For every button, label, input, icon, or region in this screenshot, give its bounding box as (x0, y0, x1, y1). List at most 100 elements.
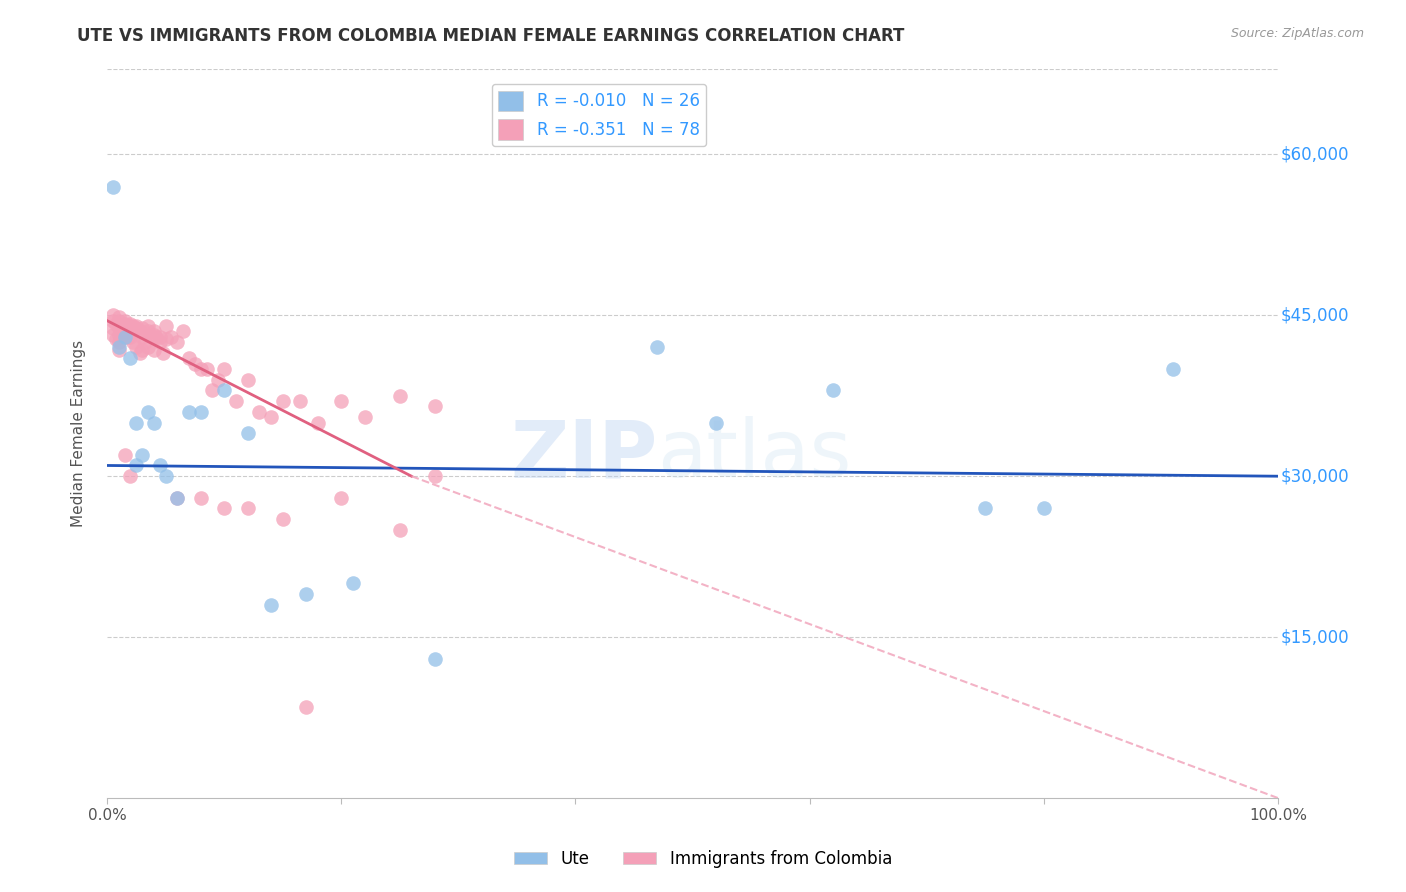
Point (107, 335, 129, 350)
Point (295, 587, 318, 601)
Point (260, 598, 283, 612)
Text: $15,000: $15,000 (1281, 628, 1348, 646)
Point (225, 394, 247, 409)
Point (330, 491, 353, 505)
Point (114, 330, 136, 344)
Point (114, 317, 136, 331)
Point (166, 491, 188, 505)
Point (1161, 362, 1184, 376)
Point (195, 362, 218, 376)
Point (166, 491, 188, 505)
Point (131, 343, 153, 357)
Point (145, 330, 167, 344)
Point (155, 332, 177, 346)
Point (110, 318, 132, 333)
Point (107, 327, 129, 342)
Point (704, 416, 727, 430)
Point (330, 394, 353, 409)
Point (152, 346, 174, 360)
Point (647, 341, 669, 355)
Point (107, 313, 129, 327)
Point (107, 310, 129, 325)
Point (101, 321, 124, 335)
Point (136, 324, 159, 338)
Point (236, 501, 259, 516)
Point (131, 330, 153, 344)
Point (388, 523, 411, 537)
Point (260, 410, 283, 425)
Point (117, 318, 139, 333)
Point (107, 341, 129, 355)
Point (155, 469, 177, 483)
Point (131, 321, 153, 335)
Point (125, 416, 148, 430)
Point (136, 405, 159, 419)
Point (149, 330, 172, 344)
Text: $30,000: $30,000 (1281, 467, 1348, 485)
Legend: Ute, Immigrants from Colombia: Ute, Immigrants from Colombia (508, 844, 898, 875)
Point (212, 384, 235, 398)
Point (974, 501, 997, 516)
Point (172, 324, 194, 338)
Point (353, 410, 375, 425)
Point (120, 330, 142, 344)
Point (423, 651, 446, 665)
Point (142, 327, 165, 342)
Point (101, 313, 124, 327)
Point (136, 318, 159, 333)
Point (120, 318, 142, 333)
Point (141, 330, 163, 344)
Point (120, 469, 142, 483)
Text: $45,000: $45,000 (1281, 306, 1348, 325)
Point (160, 330, 183, 344)
Point (107, 343, 129, 357)
Point (271, 512, 294, 526)
Point (101, 179, 124, 194)
Text: ZIP: ZIP (510, 417, 658, 494)
Point (110, 330, 132, 344)
Text: Source: ZipAtlas.com: Source: ZipAtlas.com (1230, 27, 1364, 40)
Point (149, 458, 172, 473)
Point (114, 324, 136, 338)
Point (236, 426, 259, 441)
Point (128, 324, 150, 338)
Point (190, 405, 212, 419)
Point (134, 335, 156, 350)
Point (201, 384, 224, 398)
Y-axis label: Median Female Earnings: Median Female Earnings (72, 340, 86, 527)
Point (105, 332, 128, 346)
Point (107, 321, 129, 335)
Point (271, 394, 294, 409)
Point (388, 389, 411, 403)
Text: UTE VS IMMIGRANTS FROM COLOMBIA MEDIAN FEMALE EARNINGS CORRELATION CHART: UTE VS IMMIGRANTS FROM COLOMBIA MEDIAN F… (77, 27, 904, 45)
Point (114, 448, 136, 462)
Point (207, 373, 229, 387)
Point (307, 416, 329, 430)
Point (423, 400, 446, 414)
Point (128, 346, 150, 360)
Point (125, 341, 148, 355)
Point (212, 501, 235, 516)
Point (120, 351, 142, 366)
Point (295, 699, 318, 714)
Point (247, 405, 270, 419)
Point (149, 335, 172, 350)
Point (142, 343, 165, 357)
Text: atlas: atlas (658, 417, 852, 494)
Point (125, 318, 148, 333)
Point (125, 321, 148, 335)
Point (121, 335, 143, 350)
Point (131, 448, 153, 462)
Point (120, 317, 142, 331)
Point (290, 394, 312, 409)
Point (190, 491, 212, 505)
Point (105, 317, 128, 331)
Point (166, 335, 188, 350)
Point (121, 318, 143, 333)
Point (101, 308, 124, 322)
Point (177, 351, 200, 366)
Point (236, 373, 259, 387)
Point (190, 362, 212, 376)
Point (1032, 501, 1054, 516)
Point (342, 576, 364, 591)
